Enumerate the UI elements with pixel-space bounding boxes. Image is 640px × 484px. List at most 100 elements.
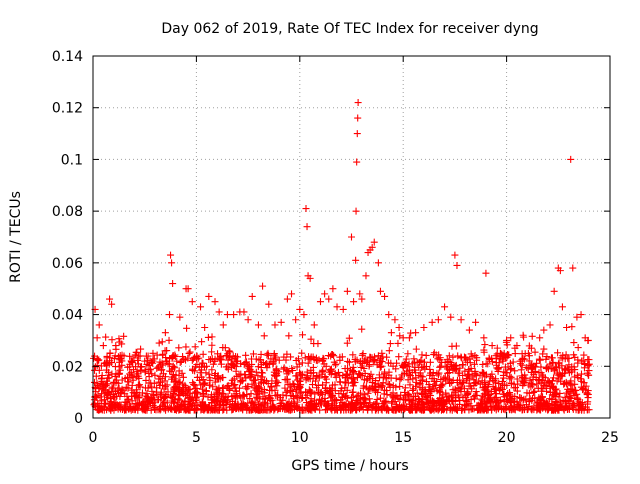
data-point: [350, 298, 358, 306]
data-point: [555, 393, 563, 401]
data-point: [523, 363, 531, 371]
data-point: [122, 398, 130, 406]
data-point: [244, 399, 252, 407]
data-point: [441, 303, 449, 311]
data-point: [462, 401, 470, 409]
x-tick-label: 5: [192, 430, 201, 446]
data-point: [333, 303, 341, 311]
data-point: [381, 370, 389, 378]
data-point: [141, 403, 149, 411]
data-point: [396, 376, 404, 384]
data-point: [547, 365, 555, 373]
data-point: [425, 381, 433, 389]
data-point: [526, 376, 534, 384]
data-point: [157, 366, 165, 374]
data-point: [541, 401, 549, 409]
data-point: [508, 379, 516, 387]
data-point: [497, 384, 505, 392]
x-tick-label: 20: [498, 430, 516, 446]
data-point: [462, 354, 470, 362]
data-point: [376, 363, 384, 371]
data-point: [376, 287, 384, 295]
data-point: [231, 381, 239, 389]
data-point: [109, 391, 117, 399]
data-point: [397, 374, 405, 382]
data-point: [206, 376, 214, 384]
data-point: [351, 358, 359, 366]
y-axis-label: ROTI / TECUs: [8, 191, 24, 283]
data-point: [411, 358, 419, 366]
data-point: [315, 372, 323, 380]
data-point: [570, 351, 578, 359]
data-point: [207, 406, 215, 414]
data-point: [267, 355, 275, 363]
data-point: [116, 389, 124, 397]
data-point: [108, 383, 116, 391]
data-point: [540, 400, 548, 408]
data-point: [194, 390, 202, 398]
data-point: [422, 351, 430, 359]
data-point: [279, 405, 287, 413]
data-point: [570, 399, 578, 407]
data-point: [93, 334, 101, 342]
data-point: [135, 400, 143, 408]
data-point: [319, 366, 327, 374]
data-point: [135, 352, 143, 360]
data-point: [184, 406, 192, 414]
data-point: [427, 406, 435, 414]
data-point: [480, 386, 488, 394]
data-point: [185, 394, 193, 402]
data-point: [307, 369, 315, 377]
data-point: [519, 382, 527, 390]
data-point: [108, 336, 116, 344]
data-point: [493, 344, 501, 352]
data-point: [94, 406, 102, 414]
data-point: [190, 406, 198, 414]
data-point: [157, 402, 165, 410]
data-point: [179, 388, 187, 396]
data-point: [191, 343, 199, 351]
data-point: [447, 313, 455, 321]
data-point: [306, 387, 314, 395]
data-point: [584, 406, 592, 414]
data-point: [530, 388, 538, 396]
data-point: [531, 348, 539, 356]
data-point: [271, 321, 279, 329]
data-point: [262, 359, 270, 367]
data-point: [174, 391, 182, 399]
data-point: [317, 401, 325, 409]
data-point: [215, 397, 223, 405]
data-point: [298, 394, 306, 402]
data-point: [272, 353, 280, 361]
data-point: [153, 391, 161, 399]
data-point: [552, 389, 560, 397]
data-point: [339, 371, 347, 379]
data-point: [426, 358, 434, 366]
data-point: [199, 376, 207, 384]
data-point: [137, 366, 145, 374]
data-point: [315, 356, 323, 364]
data-point: [420, 324, 428, 331]
data-point: [569, 264, 577, 272]
data-point: [567, 394, 575, 402]
data-point: [309, 363, 317, 371]
data-point: [554, 349, 562, 357]
data-point: [354, 114, 362, 122]
data-point: [314, 340, 322, 348]
data-point: [519, 406, 527, 414]
data-point: [321, 290, 329, 298]
data-point: [248, 292, 256, 300]
data-point: [466, 355, 474, 363]
data-point: [367, 370, 375, 378]
data-point: [577, 311, 585, 319]
data-point: [437, 362, 445, 370]
data-point: [179, 373, 187, 381]
data-point: [442, 363, 450, 371]
data-point: [222, 363, 230, 371]
data-point: [584, 336, 592, 344]
data-point: [188, 356, 196, 364]
data-point: [232, 387, 240, 395]
data-point: [293, 363, 301, 371]
data-point: [374, 259, 382, 267]
data-point: [112, 342, 120, 350]
